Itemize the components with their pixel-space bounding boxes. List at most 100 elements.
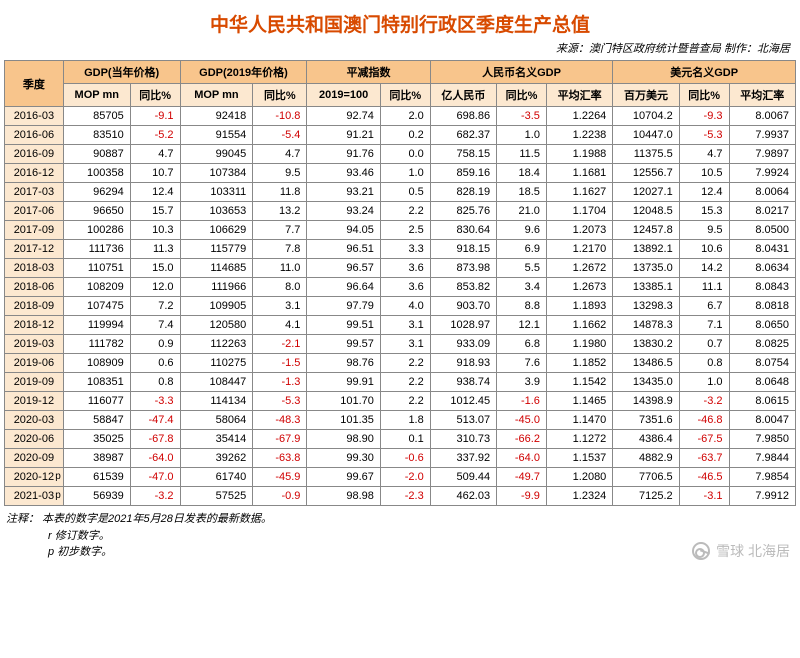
data-cell: 111736 <box>63 240 130 259</box>
sub: 同比% <box>130 84 180 107</box>
data-cell: 110275 <box>180 354 253 373</box>
data-cell: 509.44 <box>430 468 496 487</box>
xueqiu-icon <box>692 542 710 560</box>
data-cell: 6.8 <box>497 335 547 354</box>
table-row: 2017-069665015.710365313.293.242.2825.76… <box>5 202 796 221</box>
data-cell: -1.5 <box>253 354 307 373</box>
data-cell: -9.9 <box>497 487 547 506</box>
data-cell: 108909 <box>63 354 130 373</box>
data-cell: 110751 <box>63 259 130 278</box>
data-cell: 2.2 <box>380 392 430 411</box>
data-cell: 11.0 <box>253 259 307 278</box>
table-row: 2019-061089090.6110275-1.598.762.2918.93… <box>5 354 796 373</box>
data-cell: 11.1 <box>679 278 729 297</box>
quarter-cell: 2019-12 <box>5 392 64 411</box>
data-cell: 13385.1 <box>613 278 679 297</box>
data-cell: 119994 <box>63 316 130 335</box>
data-cell: -5.4 <box>253 126 307 145</box>
data-cell: -3.2 <box>679 392 729 411</box>
data-cell: 101.70 <box>307 392 381 411</box>
quarter-cell: 2019-03 <box>5 335 64 354</box>
data-cell: 12457.8 <box>613 221 679 240</box>
data-cell: 7.9912 <box>729 487 795 506</box>
data-cell: 918.93 <box>430 354 496 373</box>
data-cell: 1.8 <box>380 411 430 430</box>
data-cell: 310.73 <box>430 430 496 449</box>
quarter-cell: 2018-09 <box>5 297 64 316</box>
data-cell: 11.3 <box>130 240 180 259</box>
data-cell: 3.4 <box>497 278 547 297</box>
data-cell: 12027.1 <box>613 183 679 202</box>
data-cell: 8.0648 <box>729 373 795 392</box>
data-cell: 7.4 <box>130 316 180 335</box>
data-cell: 11.5 <box>497 145 547 164</box>
data-cell: 18.5 <box>497 183 547 202</box>
data-cell: -66.2 <box>497 430 547 449</box>
data-cell: 0.9 <box>130 335 180 354</box>
source-line: 来源：澳门特区政府统计暨普查局 制作：北海居 <box>4 39 796 60</box>
data-cell: 1.1681 <box>546 164 612 183</box>
data-cell: 0.6 <box>130 354 180 373</box>
data-cell: 8.0064 <box>729 183 795 202</box>
table-row: 2017-0910028610.31066297.794.052.5830.64… <box>5 221 796 240</box>
data-cell: 5.5 <box>497 259 547 278</box>
table-row: 2019-091083510.8108447-1.399.912.2938.74… <box>5 373 796 392</box>
table-row: 2020-0358847-47.458064-48.3101.351.8513.… <box>5 411 796 430</box>
data-cell: 106629 <box>180 221 253 240</box>
data-cell: -47.0 <box>130 468 180 487</box>
data-cell: 11.8 <box>253 183 307 202</box>
table-row: 2020-0635025-67.835414-67.998.900.1310.7… <box>5 430 796 449</box>
notes: 注释： 本表的数字是2021年5月28日发表的最新数据。 r 修订数字。 p 初… <box>4 506 796 563</box>
data-cell: 96294 <box>63 183 130 202</box>
data-cell: 8.0500 <box>729 221 795 240</box>
watermark: 雪球 北海居 <box>692 541 790 561</box>
data-cell: -0.6 <box>380 449 430 468</box>
data-cell: 58064 <box>180 411 253 430</box>
table-row: 2020-0938987-64.039262-63.899.30-0.6337.… <box>5 449 796 468</box>
data-cell: -2.1 <box>253 335 307 354</box>
data-cell: 8.0843 <box>729 278 795 297</box>
data-cell: 0.5 <box>380 183 430 202</box>
data-cell: 1.1542 <box>546 373 612 392</box>
data-cell: 13.2 <box>253 202 307 221</box>
data-cell: 8.0217 <box>729 202 795 221</box>
data-cell: 93.21 <box>307 183 381 202</box>
table-row: 2017-039629412.410331111.893.210.5828.19… <box>5 183 796 202</box>
data-cell: 828.19 <box>430 183 496 202</box>
data-cell: 14878.3 <box>613 316 679 335</box>
data-cell: 1.0 <box>497 126 547 145</box>
data-cell: -64.0 <box>130 449 180 468</box>
data-cell: -48.3 <box>253 411 307 430</box>
data-cell: 3.3 <box>380 240 430 259</box>
data-cell: -5.2 <box>130 126 180 145</box>
table-row: 2021-03p56939-3.257525-0.998.98-2.3462.0… <box>5 487 796 506</box>
data-cell: 99.30 <box>307 449 381 468</box>
data-cell: 1.1537 <box>546 449 612 468</box>
data-cell: 0.8 <box>130 373 180 392</box>
data-cell: 9.5 <box>253 164 307 183</box>
data-cell: 938.74 <box>430 373 496 392</box>
data-cell: -2.3 <box>380 487 430 506</box>
data-cell: 8.0634 <box>729 259 795 278</box>
sub: 平均汇率 <box>729 84 795 107</box>
table-row: 2018-0311075115.011468511.096.573.6873.9… <box>5 259 796 278</box>
data-cell: 1.1470 <box>546 411 612 430</box>
data-cell: 3.1 <box>380 335 430 354</box>
table-row: 2016-1210035810.71073849.593.461.0859.16… <box>5 164 796 183</box>
data-cell: 7.9924 <box>729 164 795 183</box>
data-cell: 93.46 <box>307 164 381 183</box>
data-cell: 99.51 <box>307 316 381 335</box>
th-g1: GDP(当年价格) <box>63 61 180 84</box>
quarter-cell: 2018-12 <box>5 316 64 335</box>
data-cell: 115779 <box>180 240 253 259</box>
data-cell: 682.37 <box>430 126 496 145</box>
data-cell: 38987 <box>63 449 130 468</box>
data-cell: 3.1 <box>253 297 307 316</box>
table-row: 2018-0610820912.01119668.096.643.6853.82… <box>5 278 796 297</box>
quarter-cell: 2020-12p <box>5 468 64 487</box>
data-cell: 112263 <box>180 335 253 354</box>
data-cell: 1.1627 <box>546 183 612 202</box>
data-cell: 698.86 <box>430 107 496 126</box>
th-g4: 人民币名义GDP <box>430 61 613 84</box>
data-cell: 1.1980 <box>546 335 612 354</box>
